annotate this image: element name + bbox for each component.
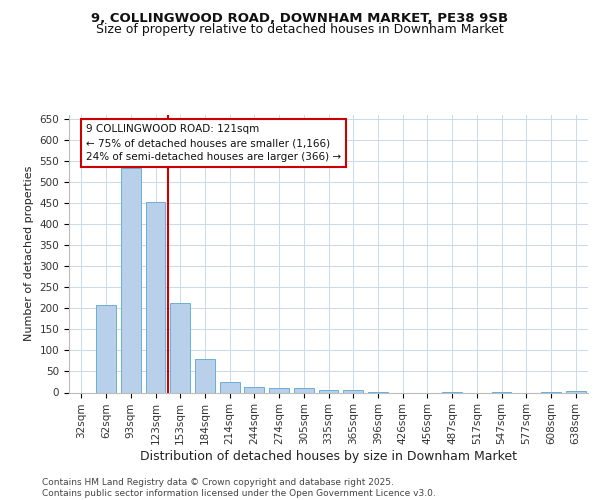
Bar <box>220 382 239 392</box>
Text: 9 COLLINGWOOD ROAD: 121sqm
← 75% of detached houses are smaller (1,166)
24% of s: 9 COLLINGWOOD ROAD: 121sqm ← 75% of deta… <box>86 124 341 162</box>
Text: Size of property relative to detached houses in Downham Market: Size of property relative to detached ho… <box>96 22 504 36</box>
Text: 9, COLLINGWOOD ROAD, DOWNHAM MARKET, PE38 9SB: 9, COLLINGWOOD ROAD, DOWNHAM MARKET, PE3… <box>91 12 509 26</box>
Bar <box>121 168 140 392</box>
Y-axis label: Number of detached properties: Number of detached properties <box>24 166 34 342</box>
Bar <box>269 388 289 392</box>
Bar <box>319 390 338 392</box>
Bar <box>294 388 314 392</box>
Bar <box>195 359 215 392</box>
Bar <box>146 202 166 392</box>
Bar <box>244 386 264 392</box>
Bar <box>343 390 363 392</box>
Bar <box>566 391 586 392</box>
Bar <box>170 303 190 392</box>
Bar <box>96 306 116 392</box>
X-axis label: Distribution of detached houses by size in Downham Market: Distribution of detached houses by size … <box>140 450 517 463</box>
Text: Contains HM Land Registry data © Crown copyright and database right 2025.
Contai: Contains HM Land Registry data © Crown c… <box>42 478 436 498</box>
